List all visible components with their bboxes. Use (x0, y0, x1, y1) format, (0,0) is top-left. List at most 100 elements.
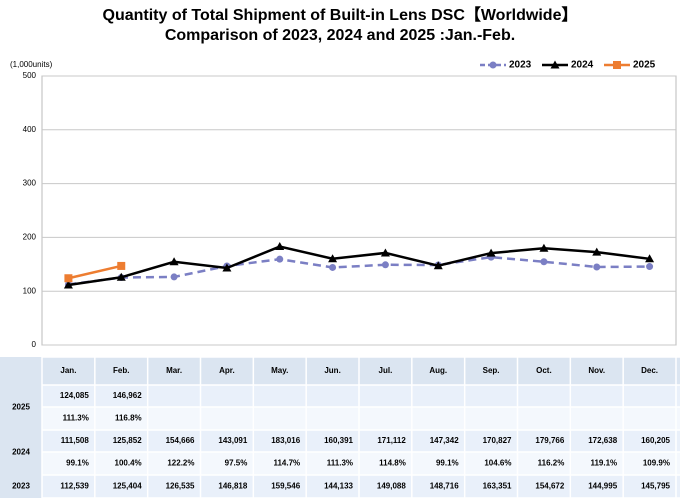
table-header-cell: Aug. (429, 366, 447, 375)
table-row (42, 430, 680, 452)
table-cell: 111,508 (61, 436, 90, 445)
table-row (42, 385, 680, 407)
point (550, 60, 560, 69)
series-line (68, 245, 650, 287)
y-tick-label: 300 (23, 179, 37, 188)
table-cell: 114.7% (273, 459, 300, 468)
table-cell: 112,539 (60, 482, 89, 491)
table-cell: 104.6% (484, 459, 511, 468)
point (169, 257, 179, 266)
table-cell: 143,091 (218, 436, 247, 445)
legend-label: 2025 (633, 60, 656, 71)
row-label: 2025 (12, 403, 30, 412)
point (592, 247, 602, 256)
table-cell: 148,716 (430, 482, 459, 491)
table-header-cell: Jul. (379, 366, 393, 375)
table-cell: 126,535 (166, 482, 195, 491)
table-cell: 170,827 (483, 436, 512, 445)
y-tick-label: 0 (32, 340, 37, 349)
table-cell: 183,016 (271, 436, 300, 445)
point (222, 263, 232, 272)
table-cell: 163,351 (483, 482, 512, 491)
point (539, 243, 549, 252)
point (328, 254, 338, 263)
table-header-cell: Apr. (219, 366, 235, 375)
table-cell: 116.8% (115, 414, 142, 423)
table-cell: 119.1% (590, 459, 617, 468)
table-cell: 111.3% (327, 459, 353, 468)
table-cell: 124,085 (60, 391, 89, 400)
legend-label: 2023 (509, 60, 532, 71)
series-line (68, 255, 650, 286)
table-cell: 147,342 (430, 436, 459, 445)
point (275, 242, 285, 251)
table-cell: 146,962 (113, 391, 142, 400)
table-cell: 154,666 (166, 436, 195, 445)
y-tick-label: 100 (23, 286, 37, 295)
table-cell: 99.1% (436, 459, 459, 468)
table-header-cell: Jun. (324, 366, 340, 375)
y-axis-label: (1,000units) (10, 60, 53, 69)
table-cell: 160,391 (324, 436, 353, 445)
point (64, 274, 73, 283)
legend-label: 2024 (571, 60, 594, 71)
point (381, 261, 389, 269)
point (170, 273, 178, 281)
point (116, 272, 126, 281)
table-cell: 125,404 (113, 482, 142, 491)
point (593, 263, 601, 271)
point (540, 258, 548, 266)
chart-title: Quantity of Total Shipment of Built-in L… (103, 6, 578, 24)
table-header-cell: Dec. (641, 366, 658, 375)
table-cell: 146,818 (218, 482, 247, 491)
series-line (68, 264, 122, 280)
table-header-cell: Nov. (588, 366, 605, 375)
point (63, 280, 73, 289)
point (117, 261, 126, 270)
y-tick-label: 500 (23, 71, 37, 80)
table-row (42, 407, 680, 430)
table-cell: 179,766 (535, 436, 564, 445)
table-cell: 111.3% (63, 414, 89, 423)
row-label-cell (0, 385, 42, 430)
point (276, 255, 284, 263)
table-header (0, 357, 680, 385)
point (646, 263, 654, 271)
table-cell: 159,546 (271, 482, 300, 491)
table-row (42, 475, 680, 498)
point (433, 261, 443, 270)
table-cell: 171,112 (377, 436, 406, 445)
table-cell: 114.8% (379, 459, 406, 468)
table-cell: 100.4% (115, 459, 142, 468)
point (380, 248, 390, 257)
chart-title: Comparison of 2023, 2024 and 2025 :Jan.-… (165, 27, 515, 44)
point (329, 263, 337, 271)
table-cell: 160,205 (641, 436, 670, 445)
table-cell: 109.9% (643, 459, 670, 468)
point (645, 254, 655, 263)
row-label-cell (0, 430, 42, 475)
table-cell: 116.2% (538, 459, 565, 468)
table-header-cell: Oct. (536, 366, 552, 375)
table-cell: 97.5% (225, 459, 248, 468)
table-cell: 144,995 (588, 482, 617, 491)
row-label-cell (0, 475, 42, 498)
y-tick-label: 400 (23, 125, 37, 134)
table-cell: 122.2% (167, 459, 194, 468)
table-header-cell: Mar. (166, 366, 182, 375)
table-cell: 144,133 (324, 482, 353, 491)
y-tick-label: 200 (23, 233, 37, 242)
point (486, 248, 496, 257)
table-header-cell: Jan. (60, 366, 76, 375)
row-label: 2024 (12, 448, 30, 457)
point (613, 61, 621, 69)
plot-area (41, 75, 677, 346)
row-label: 2023 (12, 482, 30, 491)
table-cell: 125,852 (113, 436, 142, 445)
table-cell: 145,795 (641, 482, 670, 491)
table-header-cell: Feb. (113, 366, 129, 375)
point (489, 61, 497, 69)
table-cell: 172,638 (588, 436, 617, 445)
table-cell: 154,672 (535, 482, 564, 491)
